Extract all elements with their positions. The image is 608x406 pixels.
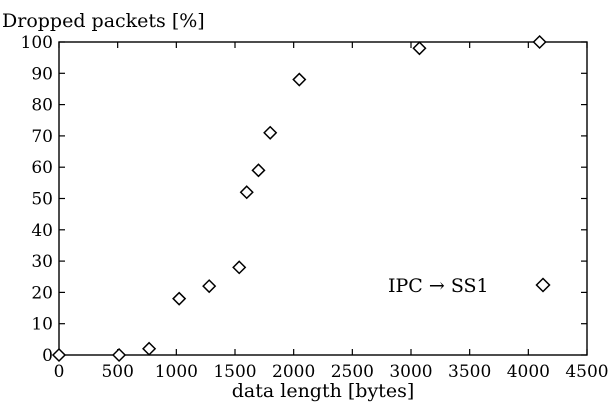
legend-label: IPC → SS1 — [388, 275, 489, 297]
data-point — [251, 163, 266, 178]
data-point — [532, 34, 547, 50]
data-point — [112, 347, 127, 363]
y-axis-ticks: 0 10 20 30 40 50 60 70 80 90 100 — [21, 33, 587, 366]
x-tick-label: 0 — [54, 362, 65, 382]
y-tick-label: 100 — [21, 33, 53, 53]
x-tick-label: 500 — [101, 362, 133, 382]
data-point — [172, 291, 187, 306]
x-tick-label: 1500 — [213, 362, 256, 382]
x-tick-label: 3000 — [389, 362, 432, 382]
data-point — [263, 125, 278, 140]
y-axis-label: Dropped packets [%] — [2, 10, 205, 32]
x-tick-label: 1000 — [155, 362, 198, 382]
y-tick-label: 40 — [31, 221, 53, 241]
legend-marker — [535, 277, 551, 293]
y-tick-label: 80 — [31, 96, 53, 116]
data-point — [292, 72, 307, 87]
x-tick-label: 2500 — [331, 362, 374, 382]
x-tick-label: 4500 — [565, 362, 608, 382]
data-point — [142, 341, 157, 356]
x-axis-label: data length [bytes] — [232, 380, 414, 402]
x-tick-label: 3500 — [448, 362, 491, 382]
data-point — [232, 260, 247, 275]
data-point — [202, 279, 217, 294]
y-tick-label: 20 — [31, 283, 53, 303]
legend: IPC → SS1 — [388, 275, 551, 297]
data-point — [412, 41, 427, 56]
y-tick-label: 90 — [31, 64, 53, 84]
data-point — [51, 347, 67, 363]
x-axis-ticks: 0 500 1000 1500 2000 2500 3000 3500 4000 4500 — [54, 42, 608, 382]
data-point — [239, 185, 254, 200]
data-points — [51, 34, 547, 363]
y-tick-label: 30 — [31, 252, 53, 272]
y-tick-label: 10 — [31, 315, 53, 335]
x-tick-label: 4000 — [507, 362, 550, 382]
plot-frame — [58, 41, 588, 356]
y-tick-label: 0 — [42, 346, 53, 366]
y-tick-label: 60 — [31, 158, 53, 178]
y-tick-label: 70 — [31, 127, 53, 147]
y-tick-label: 50 — [31, 190, 53, 210]
x-tick-label: 2000 — [272, 362, 315, 382]
